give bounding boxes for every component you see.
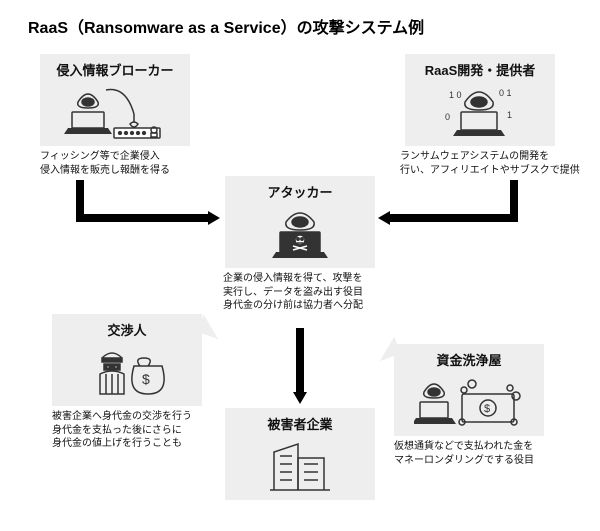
node-broker-label: 侵入情報ブローカー	[44, 60, 186, 79]
launderer-icon: $	[398, 373, 540, 431]
node-provider-desc: ランサムウェアシステムの開発を 行い、アフィリエイトやサブスクで提供	[400, 150, 580, 177]
svg-text:0: 0	[445, 112, 450, 122]
node-provider-label: RaaS開発・提供者	[409, 60, 551, 79]
arrow-attacker-victim	[296, 328, 304, 394]
negotiator-icon: $	[56, 343, 198, 401]
node-victim: 被害者企業	[225, 408, 375, 500]
svg-text:1: 1	[507, 110, 512, 120]
node-negotiator-label: 交渉人	[56, 320, 198, 339]
node-provider: RaaS開発・提供者 1 0 0 1 0 1	[405, 54, 555, 146]
victim-icon	[229, 437, 371, 495]
node-negotiator-desc: 被害企業へ身代金の交渉を行う 身代金を支払った後にさらに 身代金の値上げを行うこ…	[52, 410, 212, 451]
node-broker-desc: フィッシング等で企業侵入 侵入情報を販売し報酬を得る	[40, 150, 200, 177]
svg-text:1 0: 1 0	[449, 90, 462, 100]
svg-text:0 1: 0 1	[499, 88, 512, 98]
node-negotiator: 交渉人 $	[52, 314, 202, 406]
node-launderer-label: 資金洗浄屋	[398, 350, 540, 369]
node-victim-label: 被害者企業	[229, 414, 371, 433]
arrow-provider-attacker-head	[378, 211, 390, 225]
node-attacker-label: アタッカー	[229, 182, 371, 201]
arrow-broker-attacker-head	[208, 211, 220, 225]
provider-icon: 1 0 0 1 0 1	[409, 83, 551, 141]
arrow-attacker-victim-head	[293, 392, 307, 404]
broker-icon	[44, 83, 186, 141]
diagram-title: RaaS（Ransomware as a Service）の攻撃システム例	[28, 14, 424, 38]
arrow-provider-attacker-h	[390, 214, 518, 222]
attacker-icon	[229, 205, 371, 263]
node-attacker-desc: 企業の侵入情報を得て、攻撃を 実行し、データを盗み出す役目 身代金の分け前は協力…	[223, 272, 385, 313]
node-launderer: 資金洗浄屋 $	[394, 344, 544, 436]
svg-text:$: $	[484, 403, 490, 415]
node-broker: 侵入情報ブローカー	[40, 54, 190, 146]
arrow-broker-attacker-h	[76, 214, 210, 222]
node-launderer-desc: 仮想通貨などで支払われた金を マネーロンダリングでする役目	[394, 440, 570, 467]
node-attacker: アタッカー	[225, 176, 375, 268]
svg-text:$: $	[142, 371, 150, 387]
